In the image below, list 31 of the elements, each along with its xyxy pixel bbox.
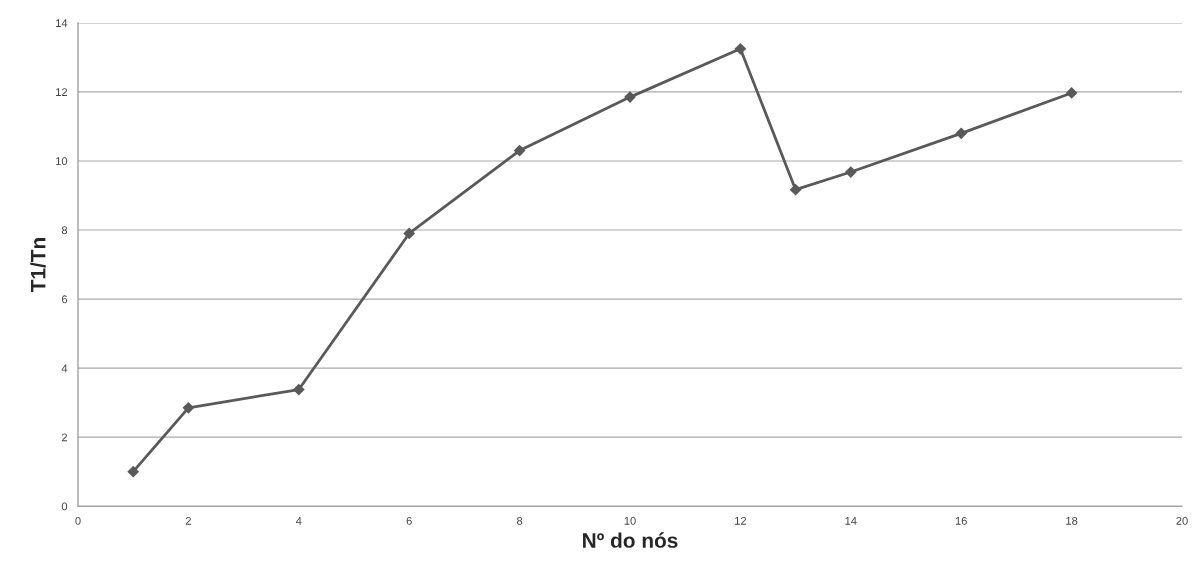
point [844, 166, 857, 178]
x-tick-label: 12 [735, 516, 747, 525]
y-tick-label: 0 [61, 502, 68, 511]
y-axis-title: T1/Tn [30, 238, 46, 293]
y-tick-label: 4 [61, 364, 68, 373]
point [403, 227, 416, 240]
x-tick-label: 4 [295, 517, 302, 525]
point [1065, 87, 1078, 99]
x-tick-label: 16 [955, 516, 967, 525]
y-tick-label: 14 [56, 19, 68, 27]
y-tick-label: 2 [61, 433, 68, 442]
y-tick-label: 12 [56, 88, 68, 96]
point [182, 401, 195, 414]
x-tick-label: 14 [845, 517, 857, 525]
point [513, 144, 526, 157]
x-tick-label: 6 [406, 516, 412, 525]
x-tick-label: 2 [185, 516, 191, 525]
x-axis-title: Nº do nós [583, 532, 678, 548]
point [734, 42, 747, 55]
x-tick-label: 10 [624, 516, 636, 525]
point [955, 127, 968, 140]
x-tick-label: 0 [75, 516, 81, 525]
y-tick-label: 10 [56, 157, 68, 166]
x-tick-label: 18 [1066, 516, 1078, 525]
x-tick-label: 20 [1176, 516, 1188, 525]
x-tick-label: 8 [516, 516, 523, 525]
point [789, 183, 802, 196]
point [292, 383, 305, 396]
point [127, 465, 140, 478]
y-tick-label: 8 [61, 226, 68, 235]
y-tick-label: 6 [61, 295, 68, 304]
